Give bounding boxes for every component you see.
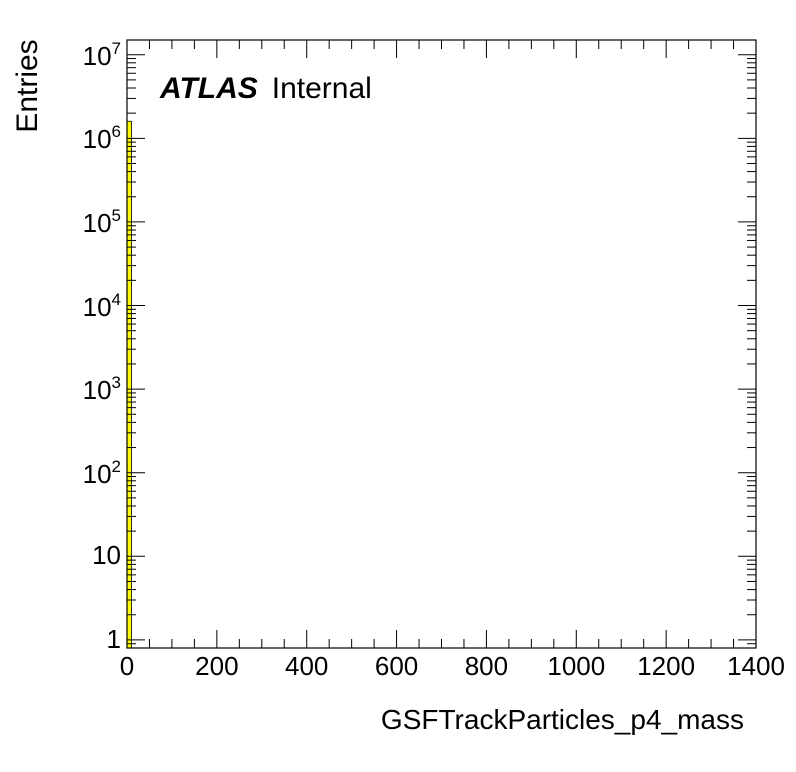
- x-tick-label: 800: [464, 651, 509, 681]
- y-tick-base: 10: [82, 458, 112, 489]
- y-axis-label: Entries: [11, 39, 44, 133]
- y-tick-base: 10: [82, 375, 112, 406]
- x-tick-label: 0: [119, 651, 135, 681]
- y-tick-label: 103: [83, 373, 121, 406]
- y-tick-base: 10: [82, 207, 112, 238]
- y-tick-base: 10: [82, 124, 112, 155]
- y-tick-label: 102: [83, 457, 121, 490]
- plot-frame: [126, 39, 757, 649]
- y-tick-label: 10: [92, 540, 121, 571]
- y-tick-base: 10: [82, 40, 112, 71]
- y-tick-base: 10: [82, 291, 112, 322]
- x-tick-label: 1400: [727, 651, 785, 681]
- x-tick-label: 400: [285, 651, 329, 681]
- x-tick-label: 1200: [637, 651, 696, 681]
- y-tick-label: 1: [107, 624, 121, 655]
- y-tick-exponent: 5: [111, 205, 121, 225]
- internal-word: Internal: [271, 72, 372, 105]
- y-tick-exponent: 4: [111, 289, 121, 309]
- atlas-word: ATLAS: [160, 72, 258, 105]
- y-tick-exponent: 2: [111, 456, 121, 476]
- y-tick-exponent: 3: [111, 373, 121, 393]
- y-tick-label: 107: [83, 39, 121, 72]
- y-tick-label: 105: [83, 206, 121, 239]
- y-tick-label: 104: [83, 290, 121, 323]
- x-tick-label: 200: [195, 651, 239, 681]
- x-tick-label: 600: [374, 651, 419, 681]
- axis-ticks: [126, 40, 757, 649]
- atlas-label: ATLAS Internal: [160, 72, 372, 106]
- x-tick-label: 1000: [547, 651, 606, 681]
- y-tick-base: 1: [106, 623, 121, 654]
- y-tick-exponent: 6: [111, 122, 121, 142]
- y-tick-exponent: 7: [111, 38, 121, 58]
- y-tick-label: 106: [83, 122, 121, 155]
- y-tick-base: 10: [92, 540, 121, 571]
- x-axis-label: GSFTrackParticles_p4_mass: [380, 704, 744, 735]
